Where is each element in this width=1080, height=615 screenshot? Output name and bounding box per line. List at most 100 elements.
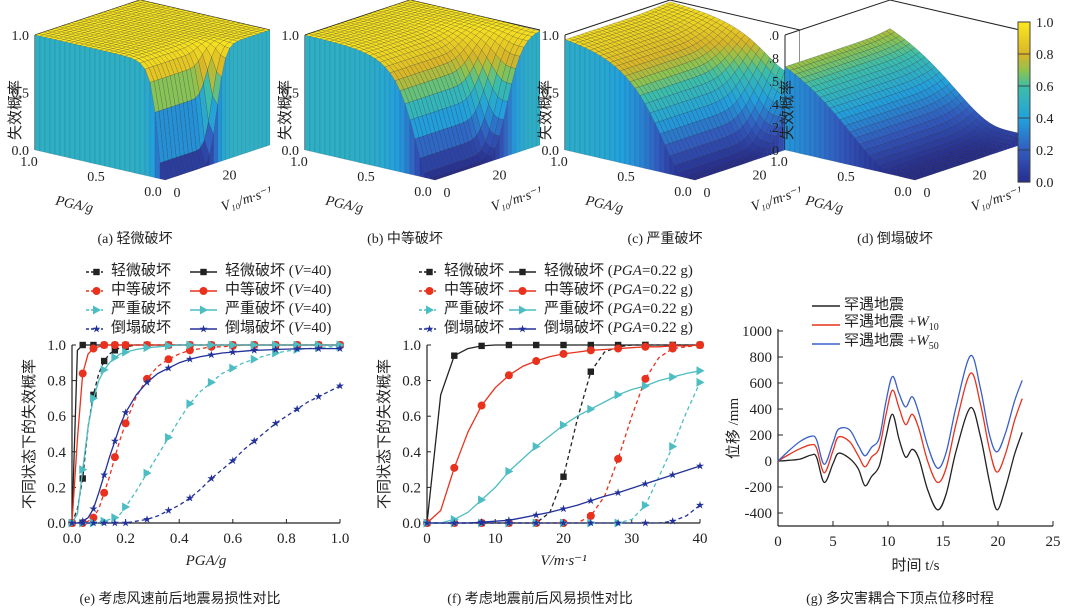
y-tick-label: 20 bbox=[973, 169, 987, 184]
marker-star bbox=[586, 496, 595, 505]
surface-wall bbox=[824, 102, 831, 161]
marker-star bbox=[110, 518, 119, 527]
legend-label: 严重破坏 bbox=[444, 301, 505, 317]
surface-wall bbox=[584, 47, 591, 157]
legend-label: 倒塌破坏 bbox=[444, 320, 505, 336]
surface-wall bbox=[909, 178, 916, 181]
surface-wall bbox=[384, 66, 391, 170]
legend-label: 倒塌破坏 (V=40) bbox=[225, 320, 332, 336]
colorbar-segment bbox=[1018, 174, 1030, 177]
y-tick-label: 20 bbox=[223, 169, 237, 184]
surface-wall bbox=[39, 35, 46, 153]
x-tick-label: 30 bbox=[624, 531, 639, 547]
surface-wall bbox=[569, 41, 576, 153]
legend-label: 倒塌破坏 (PGA=0.22 g) bbox=[544, 320, 693, 336]
marker-star bbox=[559, 504, 568, 513]
x-tick-label: 1.0 bbox=[770, 155, 788, 170]
colorbar-tick-label: 0.4 bbox=[1036, 112, 1054, 127]
legend-item: 轻微破坏 (V=40) bbox=[189, 262, 331, 281]
colorbar-segment bbox=[1018, 70, 1030, 73]
surface-wall bbox=[241, 37, 246, 155]
surface-wall bbox=[799, 78, 806, 155]
marker-square bbox=[200, 268, 207, 275]
surface-wall bbox=[74, 43, 81, 161]
surface-wall bbox=[624, 75, 631, 166]
surface-wall bbox=[694, 178, 700, 181]
marker-triangle bbox=[272, 340, 281, 350]
x-tick-label: 0.4 bbox=[170, 531, 189, 547]
legend-sample bbox=[509, 305, 537, 314]
x-axis-label: PGA/g bbox=[583, 194, 624, 217]
y-tick-label: 200 bbox=[750, 428, 773, 444]
surface-wall bbox=[59, 40, 66, 158]
marker-star bbox=[110, 436, 119, 445]
surface-wall bbox=[614, 66, 621, 163]
y-tick-label: 0.8 bbox=[47, 374, 66, 390]
marker-star bbox=[143, 515, 151, 523]
legend-label: 罕遇地震 bbox=[844, 297, 905, 313]
marker-square bbox=[519, 268, 526, 275]
x-tick-label: 0.5 bbox=[87, 170, 105, 185]
marker-square bbox=[90, 391, 97, 399]
colorbar-segment bbox=[1018, 64, 1030, 67]
marker-circle bbox=[164, 355, 173, 364]
marker-star bbox=[100, 518, 109, 527]
colorbar-segment bbox=[1018, 48, 1030, 51]
colorbar-segment bbox=[1018, 178, 1030, 181]
x-tick-label: 15 bbox=[936, 534, 951, 550]
marker-circle bbox=[450, 463, 459, 472]
y-tick-label: 1000 bbox=[742, 324, 772, 340]
marker-star bbox=[121, 408, 130, 416]
surface-plot-b: 1.00.50.01.00.50.002040失效概率PGA/gV₁₀/m·s⁻… bbox=[277, 0, 559, 216]
y-tick-label: 0.6 bbox=[402, 409, 421, 425]
marker-circle bbox=[586, 511, 595, 520]
colorbar-segment bbox=[1018, 34, 1030, 37]
marker-star bbox=[668, 517, 677, 525]
marker-star bbox=[518, 324, 527, 332]
legend-e: 轻微破坏 轻微破坏 (V=40) 中等破坏 中等破坏 (V=40) 严重破坏 严重破坏 (… bbox=[85, 262, 331, 338]
legend-item: 中等破坏 (PGA=0.22 g) bbox=[508, 281, 693, 300]
surface-wall bbox=[319, 38, 326, 155]
colorbar-tick-label: 0.2 bbox=[1036, 144, 1054, 159]
x-tick-label: 0.0 bbox=[63, 531, 82, 547]
marker-square bbox=[560, 473, 567, 480]
surface-wall bbox=[364, 52, 371, 166]
marker-circle bbox=[100, 341, 109, 349]
marker-star bbox=[164, 506, 173, 514]
surface-wall bbox=[129, 57, 136, 174]
x-tick-label: 40 bbox=[693, 531, 708, 547]
z-tick-label: 0.4 bbox=[770, 98, 779, 113]
colorbar-segment bbox=[1018, 32, 1030, 35]
caption-d: (d) 倒塌破坏 bbox=[857, 232, 933, 247]
legend-sample bbox=[419, 286, 436, 295]
surface-wall bbox=[609, 62, 616, 162]
surface-group bbox=[304, 0, 541, 181]
colorbar-segment bbox=[1018, 102, 1030, 105]
marker-triangle bbox=[450, 514, 459, 524]
series-line bbox=[427, 344, 701, 524]
marker-triangle bbox=[532, 441, 541, 451]
marker-circle bbox=[641, 374, 650, 383]
marker-star bbox=[250, 436, 259, 445]
surface-wall bbox=[354, 48, 361, 163]
z-tick-label: 0.0 bbox=[12, 144, 30, 159]
surface-wall bbox=[159, 162, 166, 181]
colorbar-segment bbox=[1018, 148, 1030, 151]
marker-triangle bbox=[111, 513, 120, 523]
x-tick-label: 0.5 bbox=[357, 170, 375, 185]
chart-e: 0.0 0.2 0.4 0.6 0.8 1.0 0.0 0.2 0.4 0.6 0.8 1.0 PGA/… bbox=[21, 338, 349, 569]
marker-triangle bbox=[641, 381, 650, 391]
marker-star bbox=[293, 344, 302, 353]
caption-b: (b) 中等破坏 bbox=[367, 232, 443, 247]
surface-wall bbox=[339, 43, 346, 160]
surface-plot-c: 1.00.50.01.00.50.002040失效概率PGA/gV₁₀/m·s⁻… bbox=[537, 0, 819, 217]
surface-group bbox=[34, 0, 271, 181]
marker-triangle bbox=[229, 363, 238, 373]
surface-wall bbox=[849, 131, 856, 167]
surface-wall bbox=[334, 42, 341, 159]
box-edge bbox=[409, 0, 541, 31]
marker-circle bbox=[559, 349, 568, 358]
marker-triangle bbox=[164, 433, 173, 443]
marker-circle bbox=[614, 454, 623, 463]
marker-circle bbox=[78, 369, 87, 378]
